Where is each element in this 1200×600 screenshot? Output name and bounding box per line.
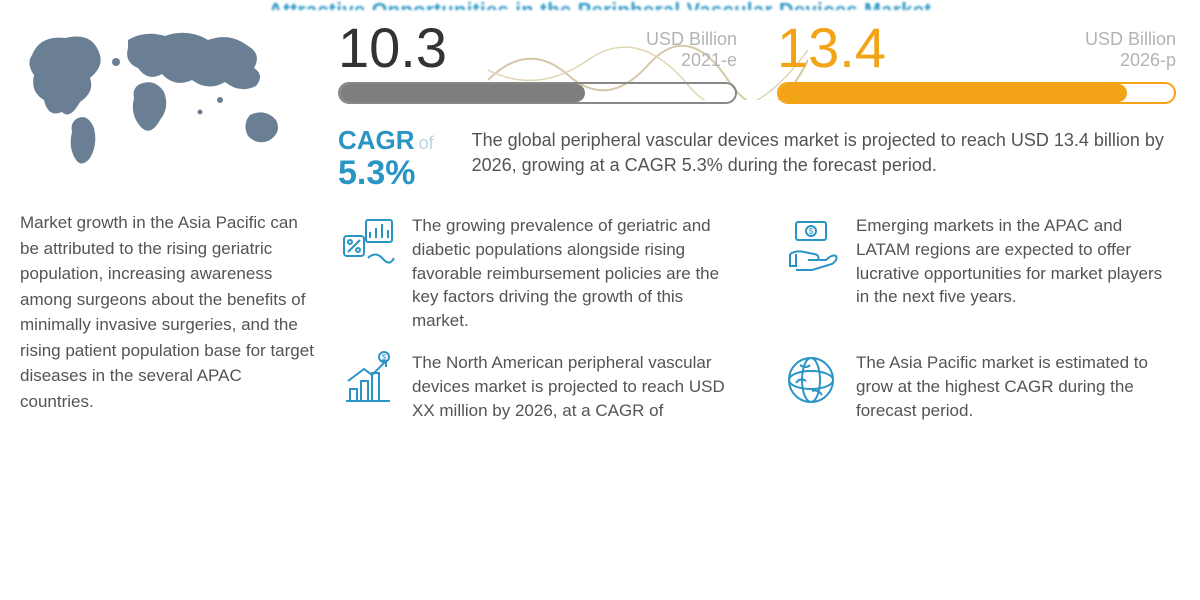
metric-year: 2021-e [646,50,737,72]
left-column: Market growth in the Asia Pacific can be… [20,20,320,422]
progress-pill-2026 [777,82,1176,104]
cagr-block: CAGRof 5.3% [338,126,434,192]
trend-percent-icon [338,214,396,272]
cagr-value: 5.3% [338,155,434,192]
fact-item: $ Emerging markets in the APAC and LATAM… [782,214,1176,333]
metrics-row: 10.3 USD Billion 2021-e 13.4 USD Billion… [338,20,1176,104]
metric-value-2026: 13.4 [777,20,886,76]
main-layout: Market growth in the Asia Pacific can be… [0,10,1200,422]
right-column: 10.3 USD Billion 2021-e 13.4 USD Billion… [338,20,1176,422]
fact-item: $ The North American peripheral vascular… [338,351,732,422]
globe-icon [782,351,840,409]
progress-pill-2021 [338,82,737,104]
svg-text:$: $ [809,227,814,236]
page-title: Attractive Opportunities in the Peripher… [0,0,1200,10]
summary-text: The global peripheral vascular devices m… [472,126,1176,178]
fact-text: Emerging markets in the APAC and LATAM r… [856,214,1176,333]
progress-fill-2021 [340,84,585,102]
metric-year: 2026-p [1085,50,1176,72]
metric-2026: 13.4 USD Billion 2026-p [777,20,1176,104]
metric-2021: 10.3 USD Billion 2021-e [338,20,737,104]
cagr-label: CAGR [338,125,415,155]
metric-unit: USD Billion [1085,29,1176,51]
metric-value-2021: 10.3 [338,20,447,76]
fact-item: The growing prevalence of geriatric and … [338,214,732,333]
left-description: Market growth in the Asia Pacific can be… [20,210,320,414]
bar-growth-icon: $ [338,351,396,409]
world-map-icon [20,20,290,170]
progress-fill-2026 [779,84,1127,102]
fact-text: The North American peripheral vascular d… [412,351,732,422]
fact-text: The growing prevalence of geriatric and … [412,214,732,333]
metric-label-2021: USD Billion 2021-e [646,29,737,76]
facts-grid: The growing prevalence of geriatric and … [338,214,1176,422]
svg-text:$: $ [382,353,387,362]
metric-label-2026: USD Billion 2026-p [1085,29,1176,76]
money-hand-icon: $ [782,214,840,272]
fact-text: The Asia Pacific market is estimated to … [856,351,1176,422]
cagr-of: of [419,133,434,153]
fact-item: The Asia Pacific market is estimated to … [782,351,1176,422]
metric-unit: USD Billion [646,29,737,51]
cagr-row: CAGRof 5.3% The global peripheral vascul… [338,126,1176,192]
